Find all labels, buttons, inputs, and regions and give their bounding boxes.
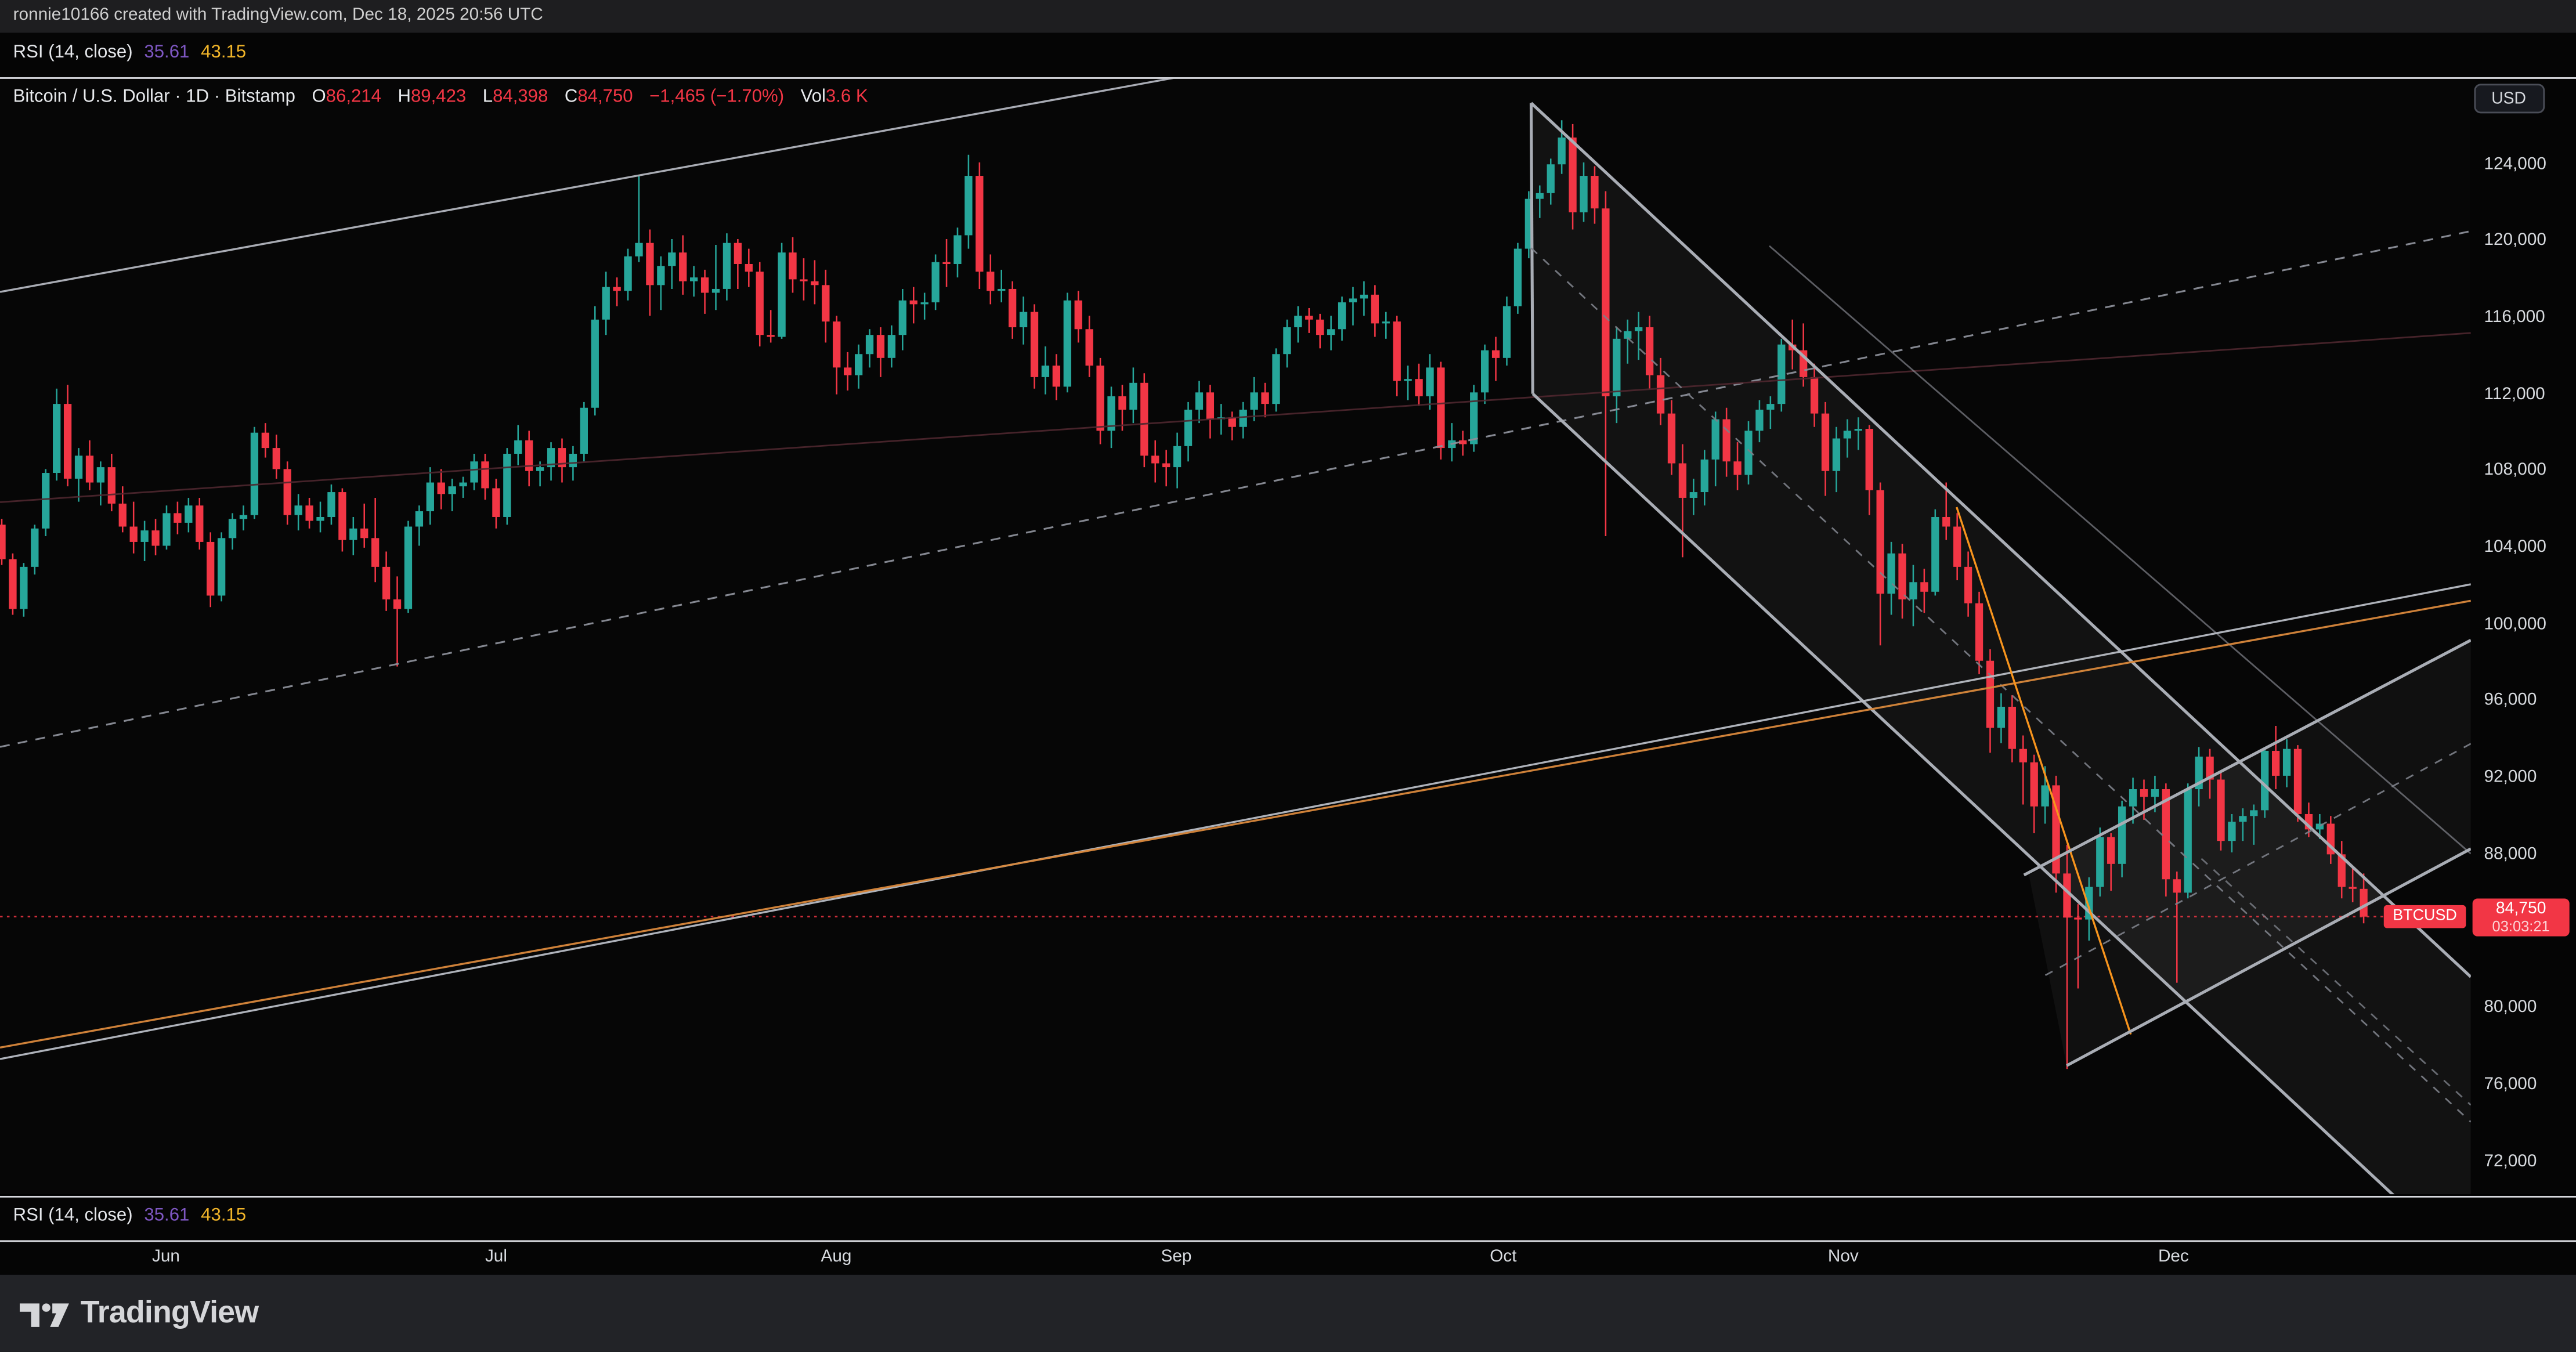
month-label: Dec — [2158, 1246, 2189, 1267]
price-line-symbol-label: BTCUSD — [2383, 905, 2466, 928]
upper-left-rising-trendline — [0, 79, 1173, 293]
chart-drawings-above — [0, 79, 2472, 1195]
time-axis[interactable]: Jun Jul Aug Sep Oct Nov Dec — [0, 1242, 2576, 1274]
volume-label: Vol — [800, 86, 826, 106]
rsi-ma-value: 43.15 — [201, 1205, 247, 1226]
price-axis[interactable]: USD 124,000 120,000 116,000 112,000 108,000 1… — [2470, 79, 2576, 1195]
long-rising-support-line — [0, 583, 2472, 1061]
volume-value: 3.6 K — [825, 86, 868, 106]
descending-channel-lower — [1531, 392, 2395, 1195]
price-tick-label: 76,000 — [2484, 1074, 2537, 1094]
tradingview-logo-text: TradingView — [80, 1295, 259, 1330]
price-tick-label: 80,000 — [2484, 997, 2537, 1017]
close-label: C — [564, 86, 578, 106]
rsi-value: 35.61 — [144, 1205, 190, 1226]
price-tick-label: 112,000 — [2484, 384, 2545, 404]
rsi-indicator-row[interactable]: RSI (14, close) 35.61 43.15 — [13, 42, 246, 62]
ascending-channel-lower — [2066, 847, 2472, 1067]
pane-separator[interactable] — [0, 1239, 2576, 1242]
low-label: L — [482, 86, 493, 106]
candlesticks — [0, 120, 2368, 1069]
descending-channel-upper — [1530, 102, 2472, 978]
rsi-value: 35.61 — [144, 42, 190, 62]
rsi-label: RSI (14, close) — [13, 1205, 133, 1226]
price-tick-label: 108,000 — [2484, 461, 2546, 481]
rsi-indicator-row[interactable]: RSI (14, close) 35.61 43.15 — [13, 1205, 246, 1225]
price-tick-label: 88,000 — [2484, 844, 2537, 864]
currency-badge[interactable]: USD — [2473, 84, 2545, 114]
long-rising-dashed-trendline — [0, 230, 2472, 749]
long-rising-orange-support-line — [0, 599, 2472, 1049]
price-tick-label: 116,000 — [2484, 307, 2545, 327]
footer-bar: TradingView — [0, 1274, 2576, 1352]
month-label: Sep — [1161, 1246, 1192, 1267]
price-chart-svg[interactable] — [0, 79, 2576, 1195]
tradingview-logo[interactable]: TradingView — [19, 1295, 259, 1332]
inner-descending-trendline — [1769, 245, 2472, 855]
symbol-title: Bitcoin / U.S. Dollar · 1D · Bitstamp — [13, 86, 295, 106]
rsi-pane-bottom[interactable]: RSI (14, close) 35.61 43.15 — [0, 1197, 2576, 1240]
rsi-pane-top[interactable]: RSI (14, close) 35.61 43.15 — [0, 32, 2576, 77]
open-value: 86,214 — [326, 86, 381, 106]
high-value: 89,423 — [410, 86, 467, 106]
high-label: H — [398, 86, 411, 106]
price-tick-label: 72,000 — [2484, 1151, 2537, 1171]
descending-channel-fill — [1531, 103, 2471, 1195]
open-label: O — [312, 86, 326, 106]
ascending-channel-upper — [2023, 639, 2472, 877]
price-tick-label: 96,000 — [2484, 691, 2537, 711]
price-tick-label: 120,000 — [2484, 230, 2546, 251]
tradingview-logo-icon — [19, 1303, 69, 1328]
symbol-info-row[interactable]: Bitcoin / U.S. Dollar · 1D · Bitstamp O8… — [13, 86, 868, 106]
rsi-ma-value: 43.15 — [201, 42, 247, 62]
lower-right-dashed-trendline — [2201, 858, 2472, 1106]
chart-drawings-below — [0, 103, 2471, 1195]
change-value: −1,465 (−1.70%) — [649, 86, 785, 106]
price-tick-label: 92,000 — [2484, 767, 2537, 787]
low-value: 84,398 — [493, 86, 548, 106]
month-label: Oct — [1490, 1246, 1517, 1267]
price-tick-label: 124,000 — [2484, 154, 2546, 174]
rsi-label: RSI (14, close) — [13, 42, 133, 62]
price-tick-label: 104,000 — [2484, 537, 2546, 558]
month-label: Jul — [485, 1246, 507, 1267]
price-pane[interactable]: Bitcoin / U.S. Dollar · 1D · Bitstamp O8… — [0, 79, 2576, 1195]
faint-maroon-trendline — [0, 332, 2471, 504]
month-label: Aug — [821, 1246, 852, 1267]
pane-separator[interactable] — [0, 1195, 2576, 1198]
last-price-value: 84,750 — [2495, 901, 2546, 919]
close-value: 84,750 — [577, 86, 633, 106]
month-label: Jun — [151, 1246, 180, 1267]
pane-separator[interactable] — [0, 77, 2576, 79]
attribution-bar: ronnie10166 created with TradingView.com… — [0, 0, 2576, 32]
attribution-text: ronnie10166 created with TradingView.com… — [13, 5, 543, 25]
price-tick-label: 100,000 — [2484, 614, 2546, 634]
bar-countdown: 03:03:21 — [2492, 919, 2550, 935]
steep-orange-trendline — [1956, 507, 2132, 1035]
last-price-badge: 84,750 03:03:21 — [2472, 899, 2570, 937]
month-label: Nov — [1827, 1246, 1859, 1267]
